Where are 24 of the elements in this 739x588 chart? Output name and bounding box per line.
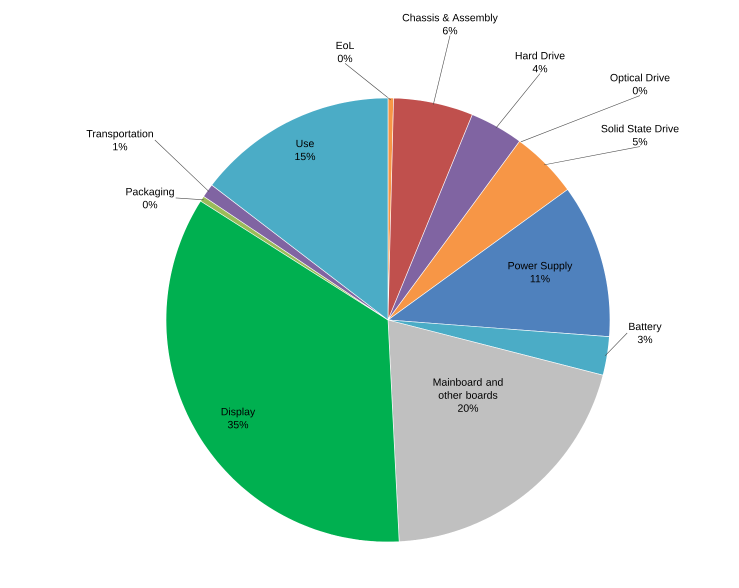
slice-label: Use (296, 140, 314, 148)
data-label: 11% (530, 274, 550, 282)
slice-label: Mainboard and other boards (434, 378, 503, 399)
slice-label: Chassis & Assembly (402, 14, 498, 24)
category-label: Optical Drive (610, 74, 670, 84)
data-label: 4% (532, 64, 548, 72)
slice-label: Battery (629, 322, 662, 332)
data-label: 15% (295, 152, 316, 160)
data-label: 6% (442, 26, 458, 34)
slice-label: Display (222, 408, 256, 418)
data-label: 1% (113, 142, 128, 150)
data-label: 0% (142, 200, 158, 208)
slice-label: EoL (336, 42, 354, 50)
text: 0% (632, 86, 648, 94)
data-label: 0% (338, 54, 352, 62)
data-label: 5% (632, 138, 648, 146)
data-label: 20% (458, 404, 478, 412)
slice-label: Transportation (86, 130, 153, 140)
data-label: 3% (638, 336, 652, 344)
data-label: 35% (228, 420, 248, 428)
slice-label: Solid State Drive (601, 124, 679, 132)
slice-label: Packaging (126, 188, 174, 198)
slice-label: Hard Drive (516, 52, 565, 60)
slice-label: Power Supply (508, 262, 572, 272)
